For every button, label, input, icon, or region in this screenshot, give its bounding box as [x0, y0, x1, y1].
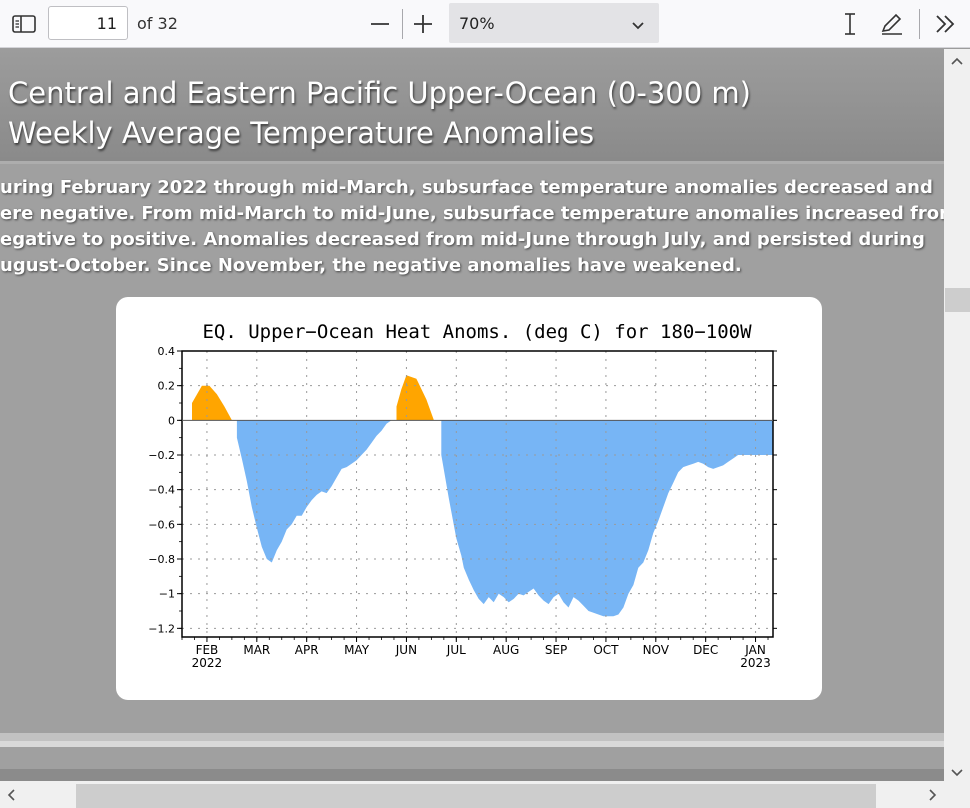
x-tick-label: FEB	[196, 643, 219, 657]
scroll-up-icon[interactable]	[950, 54, 964, 70]
y-tick-label: −0.8	[148, 553, 175, 566]
zoom-out-button[interactable]	[370, 14, 390, 38]
heat-anomaly-chart: EQ. Upper−Ocean Heat Anoms. (deg C) for …	[148, 321, 777, 670]
title-line: Central and Eastern Pacific Upper-Ocean …	[8, 76, 751, 110]
x-tick-label: NOV	[643, 643, 670, 657]
x-tick-label: JUN	[395, 643, 417, 657]
negative-anomaly-area	[236, 420, 392, 563]
zoom-value: 70%	[459, 14, 495, 33]
plot-frame	[181, 350, 774, 638]
page-gap	[0, 741, 944, 747]
toolbar-separator	[919, 9, 920, 39]
horizontal-scroll-thumb[interactable]	[76, 784, 876, 808]
y-tick-label: 0.2	[158, 380, 176, 393]
pdf-page-view: Central and Eastern Pacific Upper-Ocean …	[0, 49, 944, 781]
text-select-icon[interactable]	[841, 12, 859, 40]
paragraph-line: egative to positive. Anomalies decreased…	[0, 229, 925, 250]
x-tick-label: AUG	[493, 643, 519, 657]
y-tick-label: 0.4	[158, 345, 176, 358]
summary-paragraph: uring February 2022 through mid-March, s…	[0, 175, 944, 279]
vertical-scrollbar[interactable]	[944, 49, 970, 781]
negative-anomaly-area	[441, 420, 773, 617]
chart-title: EQ. Upper−Ocean Heat Anoms. (deg C) for …	[202, 321, 752, 343]
x-tick-label: SEP	[545, 643, 567, 657]
draw-pen-icon[interactable]	[879, 11, 905, 41]
vertical-scroll-thumb[interactable]	[945, 288, 970, 312]
chart-card: EQ. Upper−Ocean Heat Anoms. (deg C) for …	[116, 297, 822, 700]
scroll-down-icon[interactable]	[950, 766, 964, 782]
y-tick-label: −0.4	[148, 484, 175, 497]
year-label: 2023	[740, 656, 771, 670]
x-tick-label: OCT	[593, 643, 619, 657]
more-tools-chevron-icon[interactable]	[934, 14, 956, 38]
positive-anomaly-area	[192, 385, 232, 421]
title-line: Weekly Average Temperature Anomalies	[8, 116, 595, 150]
zoom-level-select[interactable]: 70%	[449, 3, 659, 43]
y-tick-label: −0.6	[148, 518, 175, 531]
page-count-label: of 32	[137, 14, 178, 33]
x-tick-label: MAY	[344, 643, 370, 657]
toolbar-separator	[402, 9, 403, 39]
page-bottom-edge	[0, 733, 944, 741]
next-page-edge	[0, 769, 944, 781]
pdf-toolbar: of 32 70%	[0, 0, 970, 48]
sidebar-toggle-icon[interactable]	[12, 14, 36, 38]
positive-anomaly-area	[396, 375, 434, 421]
scroll-left-icon[interactable]	[6, 788, 16, 806]
x-tick-label: JAN	[744, 643, 766, 657]
y-tick-label: −1	[159, 588, 175, 601]
zoom-in-button[interactable]	[413, 14, 433, 38]
x-tick-label: JUL	[446, 643, 466, 657]
x-tick-label: APR	[295, 643, 319, 657]
y-tick-label: −1.2	[148, 622, 175, 635]
paragraph-line: ugust-October. Since November, the negat…	[0, 255, 742, 276]
x-tick-label: DEC	[693, 643, 718, 657]
x-tick-label: MAR	[243, 643, 270, 657]
page-number-input[interactable]	[48, 6, 128, 40]
scroll-right-icon[interactable]	[928, 788, 938, 806]
paragraph-line: ere negative. From mid-March to mid-June…	[0, 203, 944, 224]
paragraph-line: uring February 2022 through mid-March, s…	[0, 177, 933, 198]
year-label: 2022	[192, 656, 223, 670]
chevron-down-icon	[631, 17, 645, 36]
y-tick-label: −0.2	[148, 449, 175, 462]
y-tick-label: 0	[168, 414, 175, 427]
title-band: Central and Eastern Pacific Upper-Ocean …	[0, 49, 944, 164]
page-title: Central and Eastern Pacific Upper-Ocean …	[8, 73, 751, 153]
